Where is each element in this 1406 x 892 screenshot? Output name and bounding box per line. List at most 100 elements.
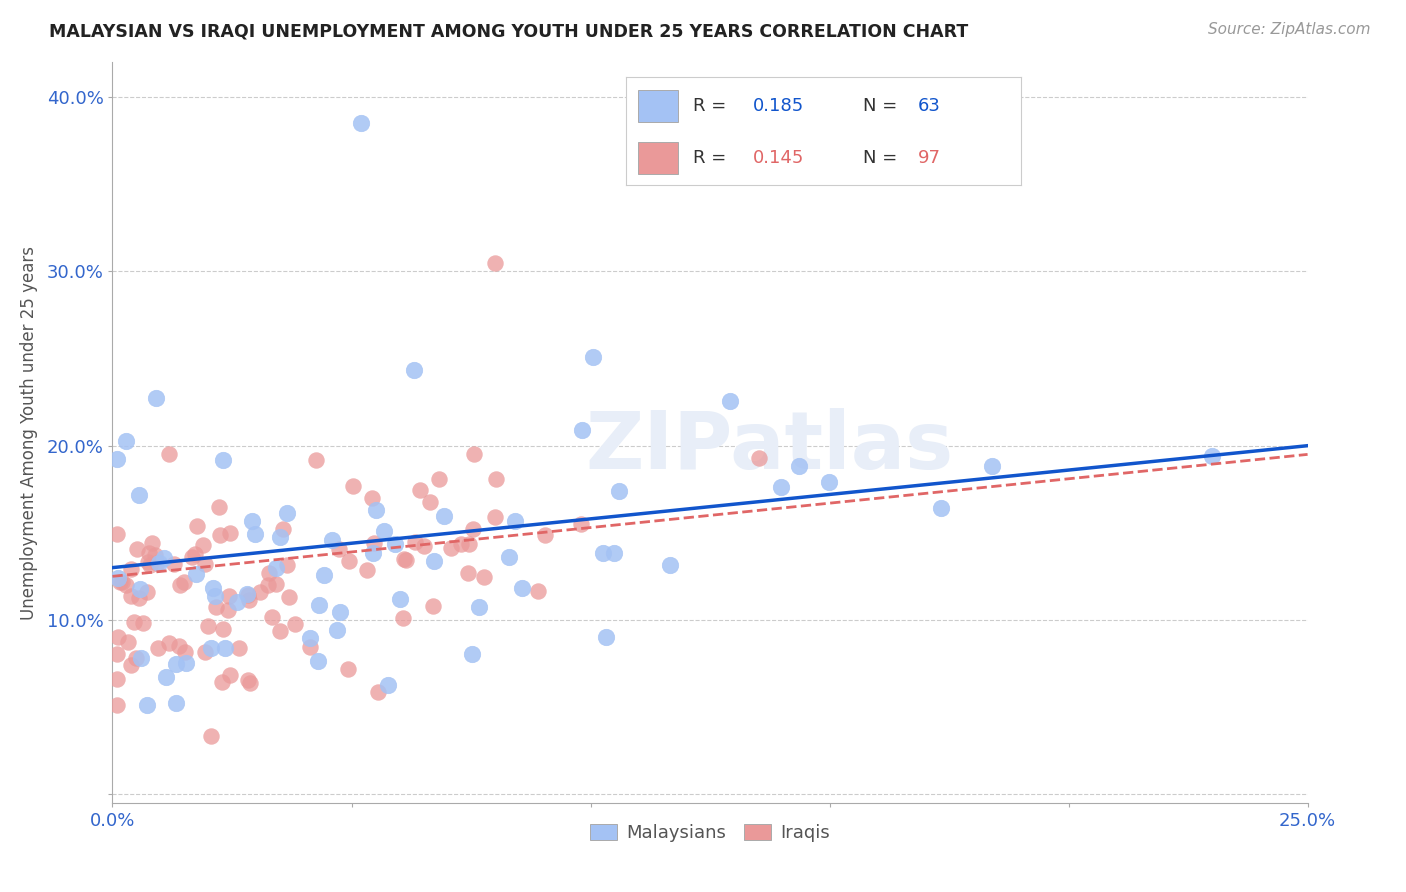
Point: [191, 538, 214, 552]
Point: [384, 537, 406, 551]
Point: [363, 535, 385, 549]
Point: [571, 423, 593, 437]
Point: [153, 551, 176, 566]
Point: [394, 552, 416, 566]
Point: [463, 522, 485, 536]
Point: [1201, 450, 1223, 464]
Point: [228, 640, 250, 655]
Point: [463, 447, 485, 461]
Point: [169, 578, 191, 592]
Point: [264, 560, 287, 574]
Point: [484, 256, 506, 270]
Point: [157, 447, 180, 461]
Point: [305, 453, 328, 467]
Point: [218, 526, 240, 541]
Point: [184, 547, 207, 561]
Point: [107, 630, 129, 644]
Point: [307, 654, 329, 668]
Point: [533, 527, 555, 541]
Point: [582, 350, 605, 364]
Point: [427, 472, 450, 486]
Point: [718, 394, 741, 409]
Point: [377, 678, 399, 692]
Point: [422, 599, 444, 613]
Point: [512, 581, 534, 595]
Point: [472, 570, 495, 584]
Point: [748, 451, 770, 466]
Point: [105, 527, 128, 541]
Point: [132, 615, 155, 630]
Point: [200, 729, 222, 743]
Point: [356, 563, 378, 577]
Point: [328, 542, 350, 557]
Point: [214, 640, 236, 655]
Point: [485, 472, 508, 486]
Point: [423, 554, 446, 568]
Point: [278, 591, 301, 605]
Point: [433, 509, 456, 524]
Point: [136, 584, 159, 599]
Point: [200, 641, 222, 656]
Point: [105, 673, 128, 687]
Text: MALAYSIAN VS IRAQI UNEMPLOYMENT AMONG YOUTH UNDER 25 YEARS CORRELATION CHART: MALAYSIAN VS IRAQI UNEMPLOYMENT AMONG YO…: [49, 22, 969, 40]
Point: [569, 516, 592, 531]
Point: [284, 617, 307, 632]
Point: [395, 553, 418, 567]
Point: [269, 530, 291, 544]
Point: [363, 546, 385, 560]
Point: [217, 603, 239, 617]
Point: [607, 483, 630, 498]
Point: [321, 533, 343, 548]
Point: [409, 483, 432, 498]
Point: [249, 585, 271, 599]
Point: [361, 491, 384, 506]
Point: [389, 592, 412, 607]
Point: [138, 546, 160, 560]
Point: [115, 577, 138, 591]
Point: [143, 548, 166, 562]
Point: [505, 515, 527, 529]
Point: [440, 541, 463, 555]
Point: [125, 650, 148, 665]
Point: [211, 453, 233, 467]
Point: [163, 557, 186, 571]
Point: [419, 495, 441, 509]
Point: [138, 558, 160, 572]
Point: [412, 539, 434, 553]
Point: [659, 558, 682, 573]
Point: [194, 557, 217, 571]
Point: [136, 698, 159, 712]
Point: [145, 557, 167, 571]
Point: [174, 645, 197, 659]
Point: [603, 546, 626, 560]
Point: [121, 589, 143, 603]
Point: [105, 647, 128, 661]
Point: [128, 488, 150, 502]
Point: [271, 522, 294, 536]
Point: [184, 567, 207, 582]
Point: [592, 546, 614, 560]
Point: [239, 676, 262, 690]
Point: [120, 658, 142, 673]
Point: [105, 451, 128, 466]
Point: [236, 673, 259, 687]
Point: [105, 698, 128, 713]
Point: [770, 480, 793, 494]
Point: [225, 595, 247, 609]
Point: [212, 623, 235, 637]
Point: [120, 562, 142, 576]
Point: [174, 656, 197, 670]
Point: [257, 566, 280, 580]
Point: [350, 116, 373, 130]
Point: [787, 458, 810, 473]
Point: [208, 500, 231, 514]
Point: [136, 555, 159, 569]
Point: [402, 362, 425, 376]
Point: [260, 609, 283, 624]
Point: [128, 582, 150, 597]
Point: [141, 536, 163, 550]
Point: [129, 651, 152, 665]
Point: [299, 640, 322, 655]
Point: [818, 475, 841, 490]
Point: [342, 478, 364, 492]
